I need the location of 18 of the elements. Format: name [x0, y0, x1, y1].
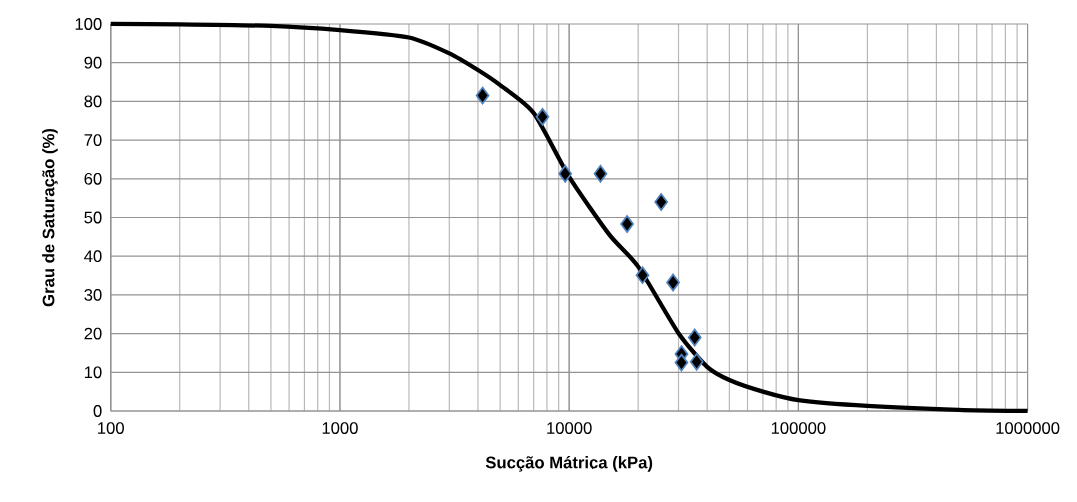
- y-tick-label: 80: [84, 95, 102, 108]
- y-tick-label: 70: [84, 134, 102, 146]
- y-tick-label: 30: [84, 289, 102, 301]
- y-tick-label: 40: [84, 250, 102, 263]
- y-tick-label: 10: [84, 366, 102, 379]
- x-tick-label: 10000: [547, 422, 592, 434]
- x-tick-label: 1000000: [996, 422, 1060, 434]
- y-tick-label: 90: [84, 56, 102, 69]
- x-axis-title: Sucção Mátrica (kPa): [485, 455, 653, 472]
- y-tick-label: 20: [84, 327, 102, 340]
- y-tick-label: 60: [84, 172, 102, 185]
- x-tick-label: 100000: [771, 422, 826, 434]
- y-axis-title: Grau de Saturação (%): [42, 128, 58, 307]
- y-tick-label: 50: [84, 211, 102, 224]
- y-tick-label: 0: [93, 405, 102, 417]
- x-tick-label: 1000: [322, 422, 358, 434]
- x-tick-label: 100: [98, 422, 124, 434]
- y-tick-label: 100: [75, 18, 102, 30]
